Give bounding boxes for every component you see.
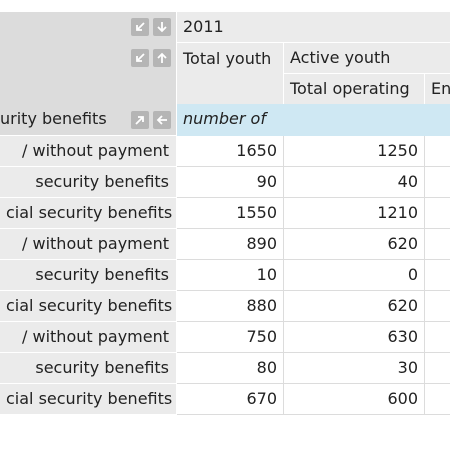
partial-column-header[interactable]: En	[425, 74, 450, 104]
cell-total-operating[interactable]: 1250	[284, 136, 425, 167]
cell-partial[interactable]	[425, 353, 450, 384]
arrow-up-icon[interactable]	[153, 49, 171, 67]
cell-total-youth[interactable]: 10	[177, 260, 284, 291]
collapse-icon[interactable]	[131, 18, 149, 36]
cell-partial[interactable]	[425, 136, 450, 167]
cell-total-operating[interactable]: 0	[284, 260, 425, 291]
cell-partial[interactable]	[425, 167, 450, 198]
cell-partial[interactable]	[425, 229, 450, 260]
arrow-left-icon[interactable]	[153, 111, 171, 129]
cell-partial[interactable]	[425, 291, 450, 322]
active-youth-header[interactable]: Active youth	[284, 43, 450, 74]
row-label[interactable]: security benefits	[0, 167, 176, 198]
total-youth-header[interactable]: Total youth	[177, 43, 284, 104]
row-label[interactable]: cial security benefits	[0, 291, 176, 322]
cell-partial[interactable]	[425, 198, 450, 229]
row-dimension-label: urity benefits	[0, 109, 107, 128]
cell-partial[interactable]	[425, 260, 450, 291]
cell-total-operating[interactable]: 600	[284, 384, 425, 415]
row-label[interactable]: / without payment	[0, 229, 176, 260]
cell-total-youth[interactable]: 90	[177, 167, 284, 198]
cell-total-youth[interactable]: 1650	[177, 136, 284, 167]
cell-total-operating[interactable]: 620	[284, 229, 425, 260]
cell-total-operating[interactable]: 620	[284, 291, 425, 322]
row-label[interactable]: / without payment	[0, 322, 176, 353]
collapse-icon[interactable]	[131, 49, 149, 67]
row-dimension-header[interactable]: urity benefits	[0, 104, 176, 136]
cell-total-youth[interactable]: 890	[177, 229, 284, 260]
cell-total-operating[interactable]: 1210	[284, 198, 425, 229]
row-label[interactable]: / without payment	[0, 136, 176, 167]
cell-partial[interactable]	[425, 322, 450, 353]
arrow-down-icon[interactable]	[153, 18, 171, 36]
cell-total-operating[interactable]: 30	[284, 353, 425, 384]
cell-total-operating[interactable]: 630	[284, 322, 425, 353]
corner-header	[0, 12, 176, 104]
cell-partial[interactable]	[425, 384, 450, 415]
row-label[interactable]: security benefits	[0, 353, 176, 384]
row-label[interactable]: cial security benefits	[0, 384, 176, 415]
total-operating-header[interactable]: Total operating	[284, 74, 425, 104]
cell-total-youth[interactable]: 880	[177, 291, 284, 322]
row-label[interactable]: cial security benefits	[0, 198, 176, 229]
unit-label: number of	[177, 104, 450, 136]
cell-total-youth[interactable]: 80	[177, 353, 284, 384]
year-header[interactable]: 2011	[177, 12, 450, 43]
cell-total-youth[interactable]: 1550	[177, 198, 284, 229]
cell-total-operating[interactable]: 40	[284, 167, 425, 198]
row-label[interactable]: security benefits	[0, 260, 176, 291]
cell-total-youth[interactable]: 750	[177, 322, 284, 353]
expand-icon[interactable]	[131, 111, 149, 129]
cell-total-youth[interactable]: 670	[177, 384, 284, 415]
